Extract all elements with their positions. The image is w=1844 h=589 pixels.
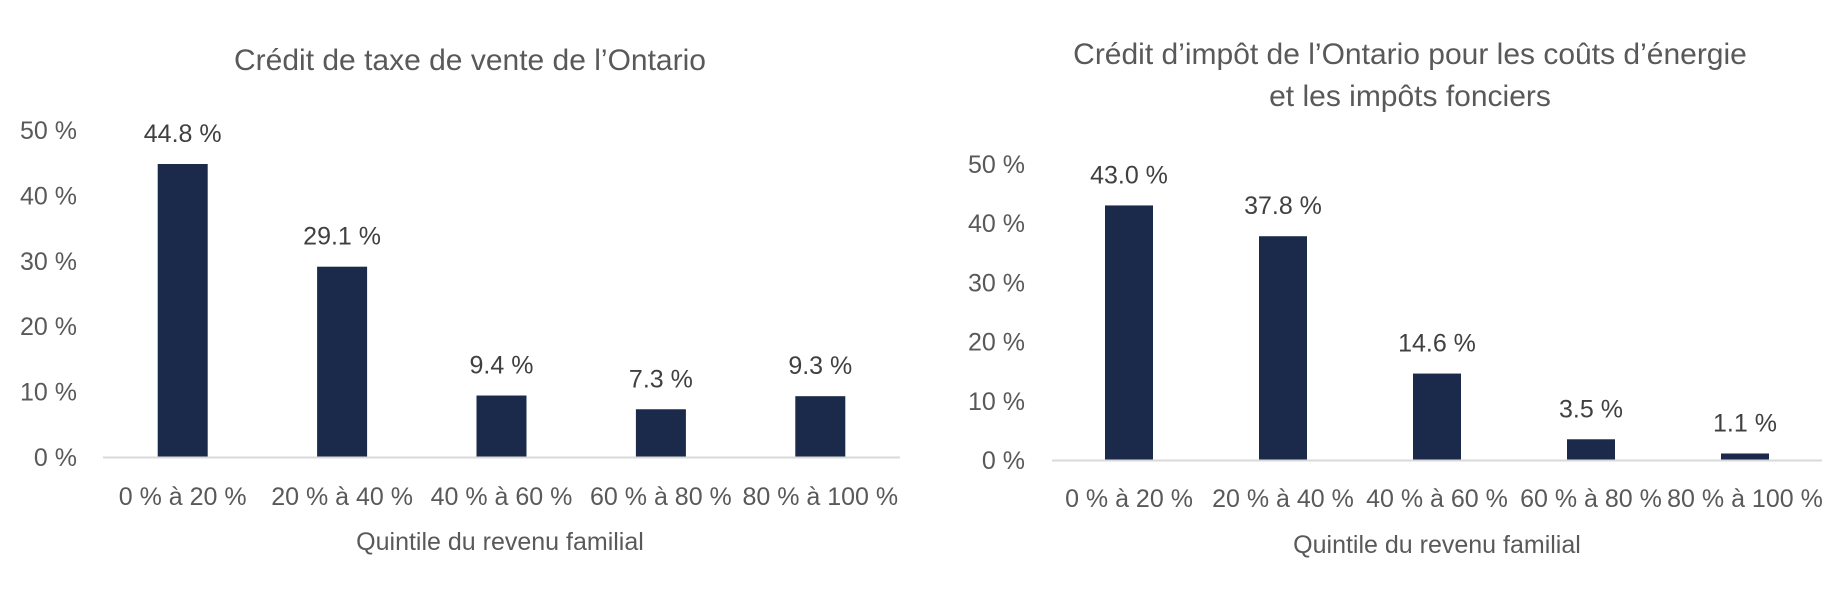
y-tick-label: 50 % (968, 151, 1025, 179)
chart-ontario-energy-property-tax-credit: Crédit d’impôt de l’Ontario pour les coû… (968, 38, 1823, 559)
chart-ontario-sales-tax-credit: Crédit de taxe de vente de l’Ontario 0 % 1… (20, 44, 900, 556)
y-tick-label: 20 % (968, 329, 1025, 357)
bar (1105, 205, 1153, 460)
x-category-label: 40 % à 60 % (431, 483, 573, 511)
bar (795, 396, 846, 457)
x-category-label: 60 % à 80 % (590, 483, 732, 511)
x-category-label: 20 % à 40 % (271, 483, 413, 511)
y-tick-label: 0 % (34, 444, 77, 472)
x-category-label: 20 % à 40 % (1212, 485, 1354, 513)
x-axis-title: Quintile du revenu familial (1293, 531, 1581, 559)
bar (317, 266, 368, 457)
data-label: 43.0 % (1090, 161, 1168, 189)
x-category-label: 40 % à 60 % (1366, 485, 1508, 513)
x-category-label: 80 % à 100 % (1667, 485, 1823, 513)
x-category-label: 0 % à 20 % (119, 483, 247, 511)
x-axis-title: Quintile du revenu familial (356, 528, 644, 556)
chart-title-line: Crédit d’impôt de l’Ontario pour les coû… (1073, 38, 1747, 71)
y-tick-label: 20 % (20, 313, 77, 341)
bar (157, 164, 208, 457)
data-label: 1.1 % (1713, 409, 1777, 437)
data-label: 7.3 % (629, 365, 693, 393)
data-label: 3.5 % (1559, 395, 1623, 423)
bar (1721, 453, 1769, 460)
chart-title-line: Crédit de taxe de vente de l’Ontario (234, 44, 706, 77)
y-tick-label: 40 % (20, 182, 77, 210)
bar (476, 395, 527, 457)
data-label: 37.8 % (1244, 192, 1322, 220)
y-tick-label: 50 % (20, 117, 77, 145)
chart-title-line: et les impôts fonciers (1269, 80, 1551, 113)
data-label: 9.3 % (788, 352, 852, 380)
y-tick-label: 0 % (982, 447, 1025, 475)
x-category-label: 80 % à 100 % (742, 483, 898, 511)
x-category-label: 60 % à 80 % (1520, 485, 1662, 513)
y-tick-label: 30 % (968, 269, 1025, 297)
bar (635, 409, 686, 457)
y-tick-label: 10 % (968, 388, 1025, 416)
bar (1259, 236, 1307, 460)
data-label: 29.1 % (303, 223, 381, 251)
bar (1413, 373, 1461, 460)
data-label: 14.6 % (1398, 330, 1476, 358)
data-label: 9.4 % (470, 352, 534, 380)
x-category-label: 0 % à 20 % (1065, 485, 1193, 513)
bar (1567, 439, 1615, 460)
y-tick-label: 10 % (20, 379, 77, 407)
y-tick-label: 30 % (20, 248, 77, 276)
y-tick-label: 40 % (968, 210, 1025, 238)
data-label: 44.8 % (144, 120, 222, 148)
